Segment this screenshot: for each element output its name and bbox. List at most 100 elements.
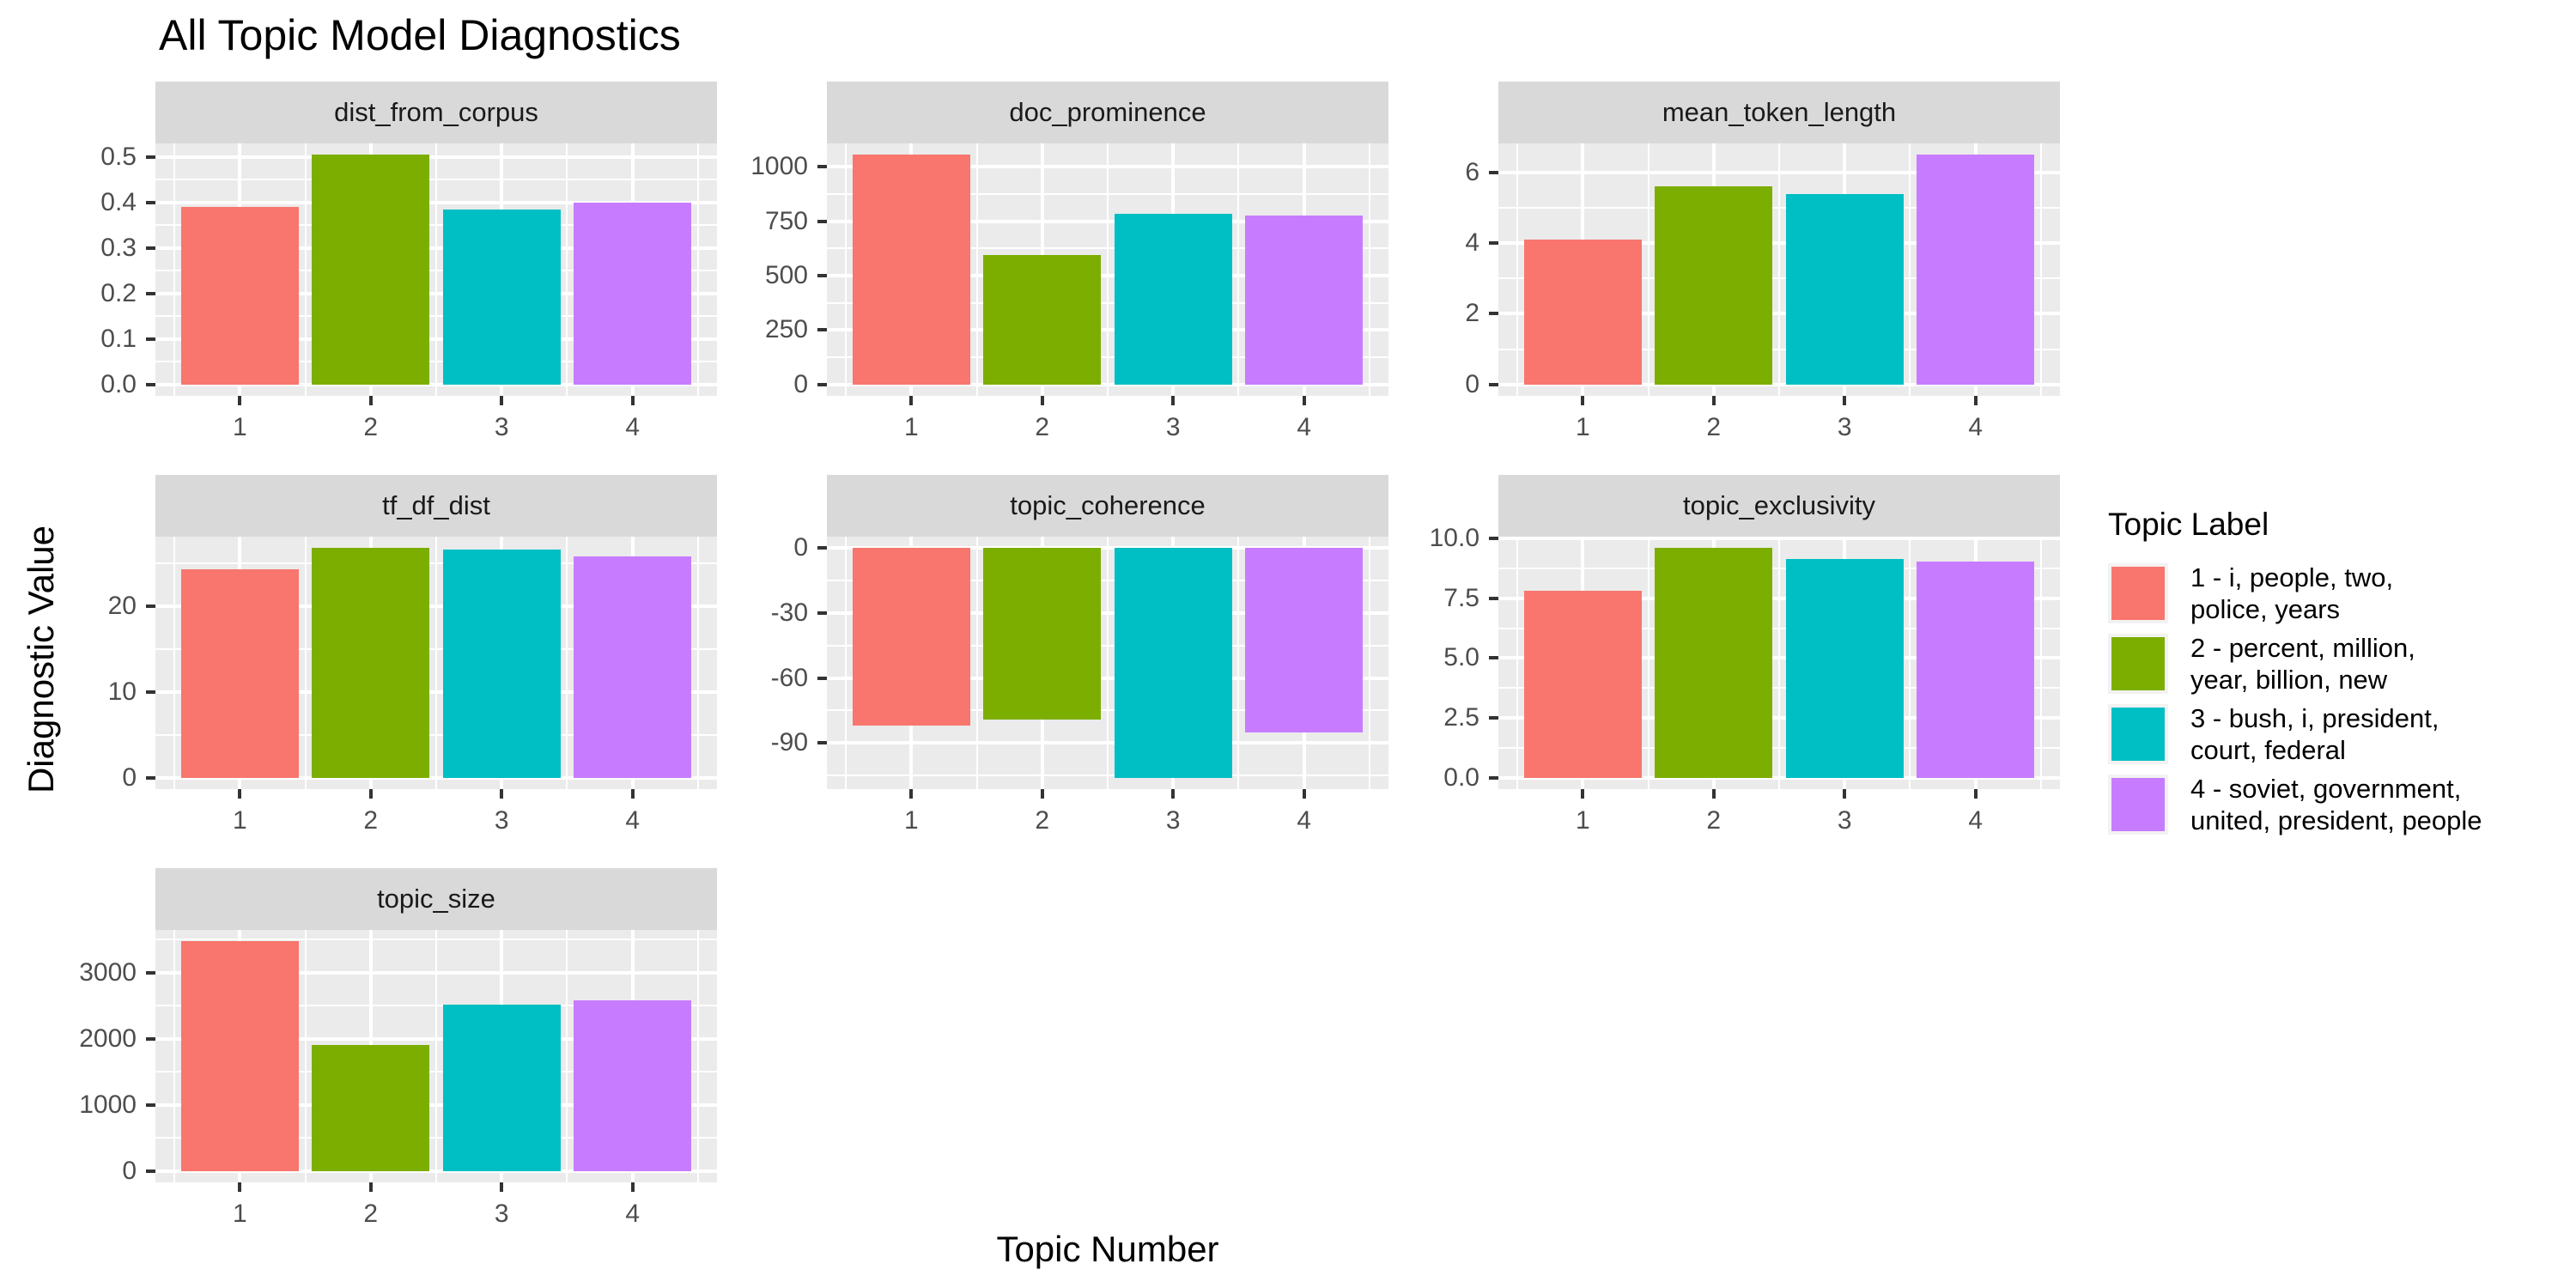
y-tick-mark [146,1169,155,1173]
facet-strip-label: topic_exclusivity [1683,490,1875,520]
x-tick-mark [500,789,504,799]
x-tick-label: 1 [232,1200,247,1228]
gridline-h-major [827,328,1388,332]
gridline-h-major [1498,596,2060,600]
gridline-v-minor [304,143,307,396]
x-tick-label: 3 [494,413,509,441]
x-tick-mark [500,396,504,405]
legend: Topic Label 1 - i, people, two, police, y… [2108,507,2482,843]
legend-title: Topic Label [2108,507,2269,542]
y-tick-label: 0 [122,1156,137,1185]
y-tick-mark [146,155,155,160]
gridline-h-major [827,219,1388,223]
x-tick-mark [1581,789,1585,799]
x-tick-label: 1 [903,806,919,835]
bar-topic-4 [574,999,692,1171]
gridline-v-minor [566,930,568,1182]
x-tick-mark [1843,789,1847,799]
x-tick-label: 4 [1968,413,1983,441]
gridline-v-minor [2039,537,2042,789]
y-tick-mark [817,741,827,745]
gridline-h-major [155,291,717,295]
x-tick-label: 2 [1035,413,1050,441]
y-tick-mark [146,690,155,694]
bar-topic-2 [1655,186,1773,385]
bar-topic-1 [180,207,299,385]
x-tick-mark [1843,396,1847,405]
gridline-h-major [155,246,717,250]
x-tick-label: 2 [363,1200,379,1228]
y-tick-label: -60 [770,663,808,692]
bar-topic-3 [1785,193,1904,385]
gridline-h-major [155,1036,717,1041]
bar-topic-1 [180,569,299,778]
legend-swatch [2111,708,2165,761]
legend-label: 2 - percent, million, year, billion, new [2190,633,2415,695]
gridline-v-minor [696,930,699,1182]
gridline-v-minor [435,930,437,1182]
gridline-h-minor [155,1005,717,1007]
y-tick-label: 3000 [79,957,137,987]
gridline-v-minor [1778,143,1780,396]
legend-key [2108,775,2168,835]
gridline-v-minor [696,537,699,789]
gridline-h-major [827,676,1388,680]
gridline-v-minor [1778,537,1780,789]
y-tick-mark [146,246,155,250]
gridline-h-minor [827,644,1388,647]
gridline-v-minor [1647,537,1649,789]
facet-strip-label: topic_size [377,884,495,914]
y-tick-mark [817,219,827,223]
x-tick-label: 2 [1706,413,1722,441]
gridline-h-minor [155,315,717,318]
y-tick-mark [1489,716,1498,720]
legend-item-4: 4 - soviet, government, united, president… [2108,773,2482,836]
x-tick-label: 3 [494,1200,509,1228]
gridline-h-minor [1498,746,2060,749]
y-tick-mark [817,676,827,680]
y-tick-label: 750 [764,206,808,235]
y-tick-label: 0 [1465,369,1479,398]
bar-topic-1 [852,155,970,385]
x-tick-label: 2 [363,806,379,835]
x-tick-mark [368,789,373,799]
y-tick-label: 0.1 [100,324,137,353]
y-tick-mark [146,337,155,341]
y-tick-label: 500 [764,260,808,289]
gridline-h-minor [155,361,717,363]
y-tick-label: 0.0 [1443,762,1479,792]
y-tick-mark [1489,596,1498,600]
facet-strip: doc_prominence [827,82,1388,143]
facet-panel-doc_prominence [827,143,1388,396]
gridline-h-minor [827,775,1388,777]
y-tick-label: 1000 [750,152,808,181]
gridline-v-minor [1909,537,1911,789]
gridline-v-minor [566,537,568,789]
facet-strip: tf_df_dist [155,475,717,537]
gridline-h-major [1498,716,2060,720]
y-tick-label: -30 [770,598,808,627]
y-tick-label: 0.4 [100,187,137,216]
bar-topic-4 [1245,548,1364,732]
x-tick-label: 4 [625,413,640,441]
gridline-h-major [155,1103,717,1107]
bar-topic-3 [1114,548,1232,778]
gridline-h-major [155,605,717,609]
facet-strip: mean_token_length [1498,82,2060,143]
facet-strip-label: doc_prominence [1009,97,1206,127]
facet-strip: dist_from_corpus [155,82,717,143]
x-axis-title: Topic Number [996,1229,1219,1269]
gridline-h-minor [827,301,1388,304]
facet-panel-topic_exclusivity [1498,537,2060,789]
x-tick-mark [909,396,914,405]
y-axis-title: Diagnostic Value [21,525,61,794]
x-tick-mark [1040,396,1044,405]
gridline-h-minor [1498,687,2060,690]
x-tick-mark [1302,396,1306,405]
x-tick-mark [630,789,635,799]
legend-swatch [2111,637,2165,690]
y-tick-mark [146,291,155,295]
gridline-v-minor [1237,537,1240,789]
y-tick-mark [817,611,827,615]
gridline-h-minor [155,179,717,181]
